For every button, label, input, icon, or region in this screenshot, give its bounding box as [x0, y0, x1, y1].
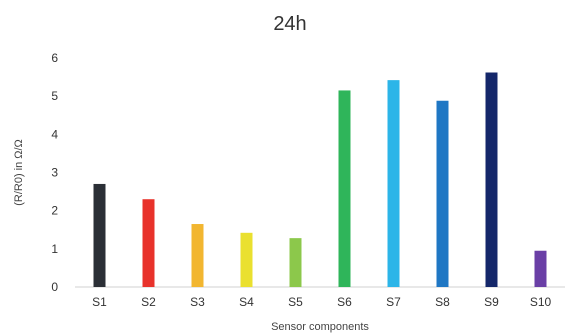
x-axis-ticks: S1 S2 S3 S4 S5 S6 S7 S8 S9 S10 — [92, 295, 551, 309]
x-tick-label-s2: S2 — [141, 295, 156, 309]
x-tick-label-s3: S3 — [190, 295, 205, 309]
x-tick-label-s5: S5 — [288, 295, 303, 309]
bar-s5 — [289, 238, 302, 287]
bars-group — [93, 72, 547, 288]
bar-s10 — [534, 250, 547, 287]
x-tick-label-s8: S8 — [435, 295, 450, 309]
x-tick-label-s9: S9 — [484, 295, 499, 309]
y-axis-label: (R/R0) in Ω/Ω — [13, 139, 25, 206]
x-tick-label-s4: S4 — [239, 295, 254, 309]
y-tick-label: 3 — [51, 166, 58, 180]
bar-s8 — [436, 100, 449, 287]
x-tick-label-s6: S6 — [337, 295, 352, 309]
bar-s2 — [142, 199, 155, 287]
chart-title: 24h — [273, 13, 306, 35]
x-tick-label-s7: S7 — [386, 295, 401, 309]
y-tick-label: 5 — [51, 89, 58, 103]
y-tick-label: 6 — [51, 51, 58, 65]
x-tick-label-s1: S1 — [92, 295, 107, 309]
bar-s4 — [240, 232, 253, 287]
x-tick-label-s10: S10 — [530, 295, 552, 309]
bar-s1 — [93, 183, 106, 287]
y-tick-label: 0 — [51, 280, 58, 294]
bar-s7 — [387, 80, 400, 288]
y-tick-label: 4 — [51, 127, 58, 141]
y-axis-ticks: 0 1 2 3 4 5 6 — [51, 51, 58, 294]
bar-s3 — [191, 224, 204, 287]
bar-s9 — [485, 72, 498, 288]
y-tick-label: 2 — [51, 204, 58, 218]
bar-s6 — [338, 90, 351, 287]
y-tick-label: 1 — [51, 242, 58, 256]
x-axis-label: Sensor components — [271, 321, 369, 333]
